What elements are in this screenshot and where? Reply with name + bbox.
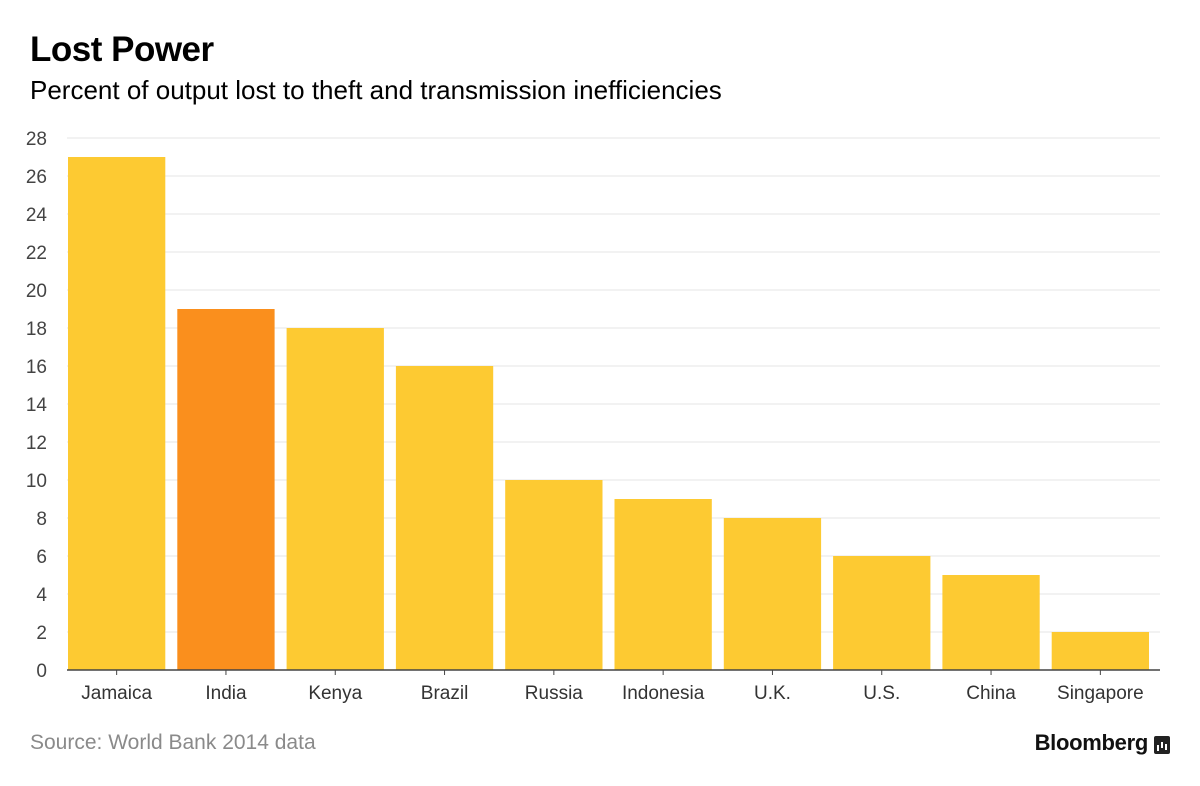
y-tick-label: 6 [36,547,47,568]
y-tick-label: 14 [26,395,48,416]
y-tick-label: 4 [36,585,47,606]
y-tick-label: 16 [26,357,47,378]
x-tick-label: China [966,683,1016,704]
x-tick-label: India [205,683,247,704]
x-tick-label: Jamaica [81,683,152,704]
x-tick-label: Russia [525,683,584,704]
y-tick-label: 2 [36,623,47,644]
bar-brazil [395,366,494,670]
bar-india [177,309,275,670]
y-tick-label: 0 [36,661,47,682]
x-tick-label: U.K. [754,683,791,704]
chart-title: Lost Power [30,30,214,69]
bar-kenya [286,328,384,670]
x-tick-label: U.S. [863,683,900,704]
x-tick-label: Indonesia [622,683,705,704]
y-tick-label: 10 [26,471,47,492]
y-tick-label: 22 [26,243,47,264]
y-tick-label: 26 [26,167,47,188]
y-tick-label: 8 [36,509,47,530]
bar-russia [505,480,603,670]
bar-indonesia [614,499,712,670]
bar-china [942,575,1040,670]
source-note: Source: World Bank 2014 data [30,731,316,754]
bar-jamaica [68,157,166,670]
x-tick-label: Singapore [1057,683,1144,704]
brand-name: Bloomberg [1034,730,1149,755]
y-tick-label: 12 [26,433,47,454]
x-tick-label: Brazil [421,683,469,704]
bar-uk [723,518,822,670]
chart-subtitle: Percent of output lost to theft and tran… [30,75,722,105]
brand-logo: Bloomberg [1035,729,1170,757]
y-tick-label: 20 [26,281,47,302]
bar-singapore [1051,632,1149,670]
y-tick-label: 18 [26,319,47,340]
y-tick-label: 28 [26,129,47,150]
x-tick-label: Kenya [308,683,362,704]
y-tick-label: 24 [26,205,48,226]
bar-us [833,556,931,670]
chart-icon [1154,736,1170,754]
